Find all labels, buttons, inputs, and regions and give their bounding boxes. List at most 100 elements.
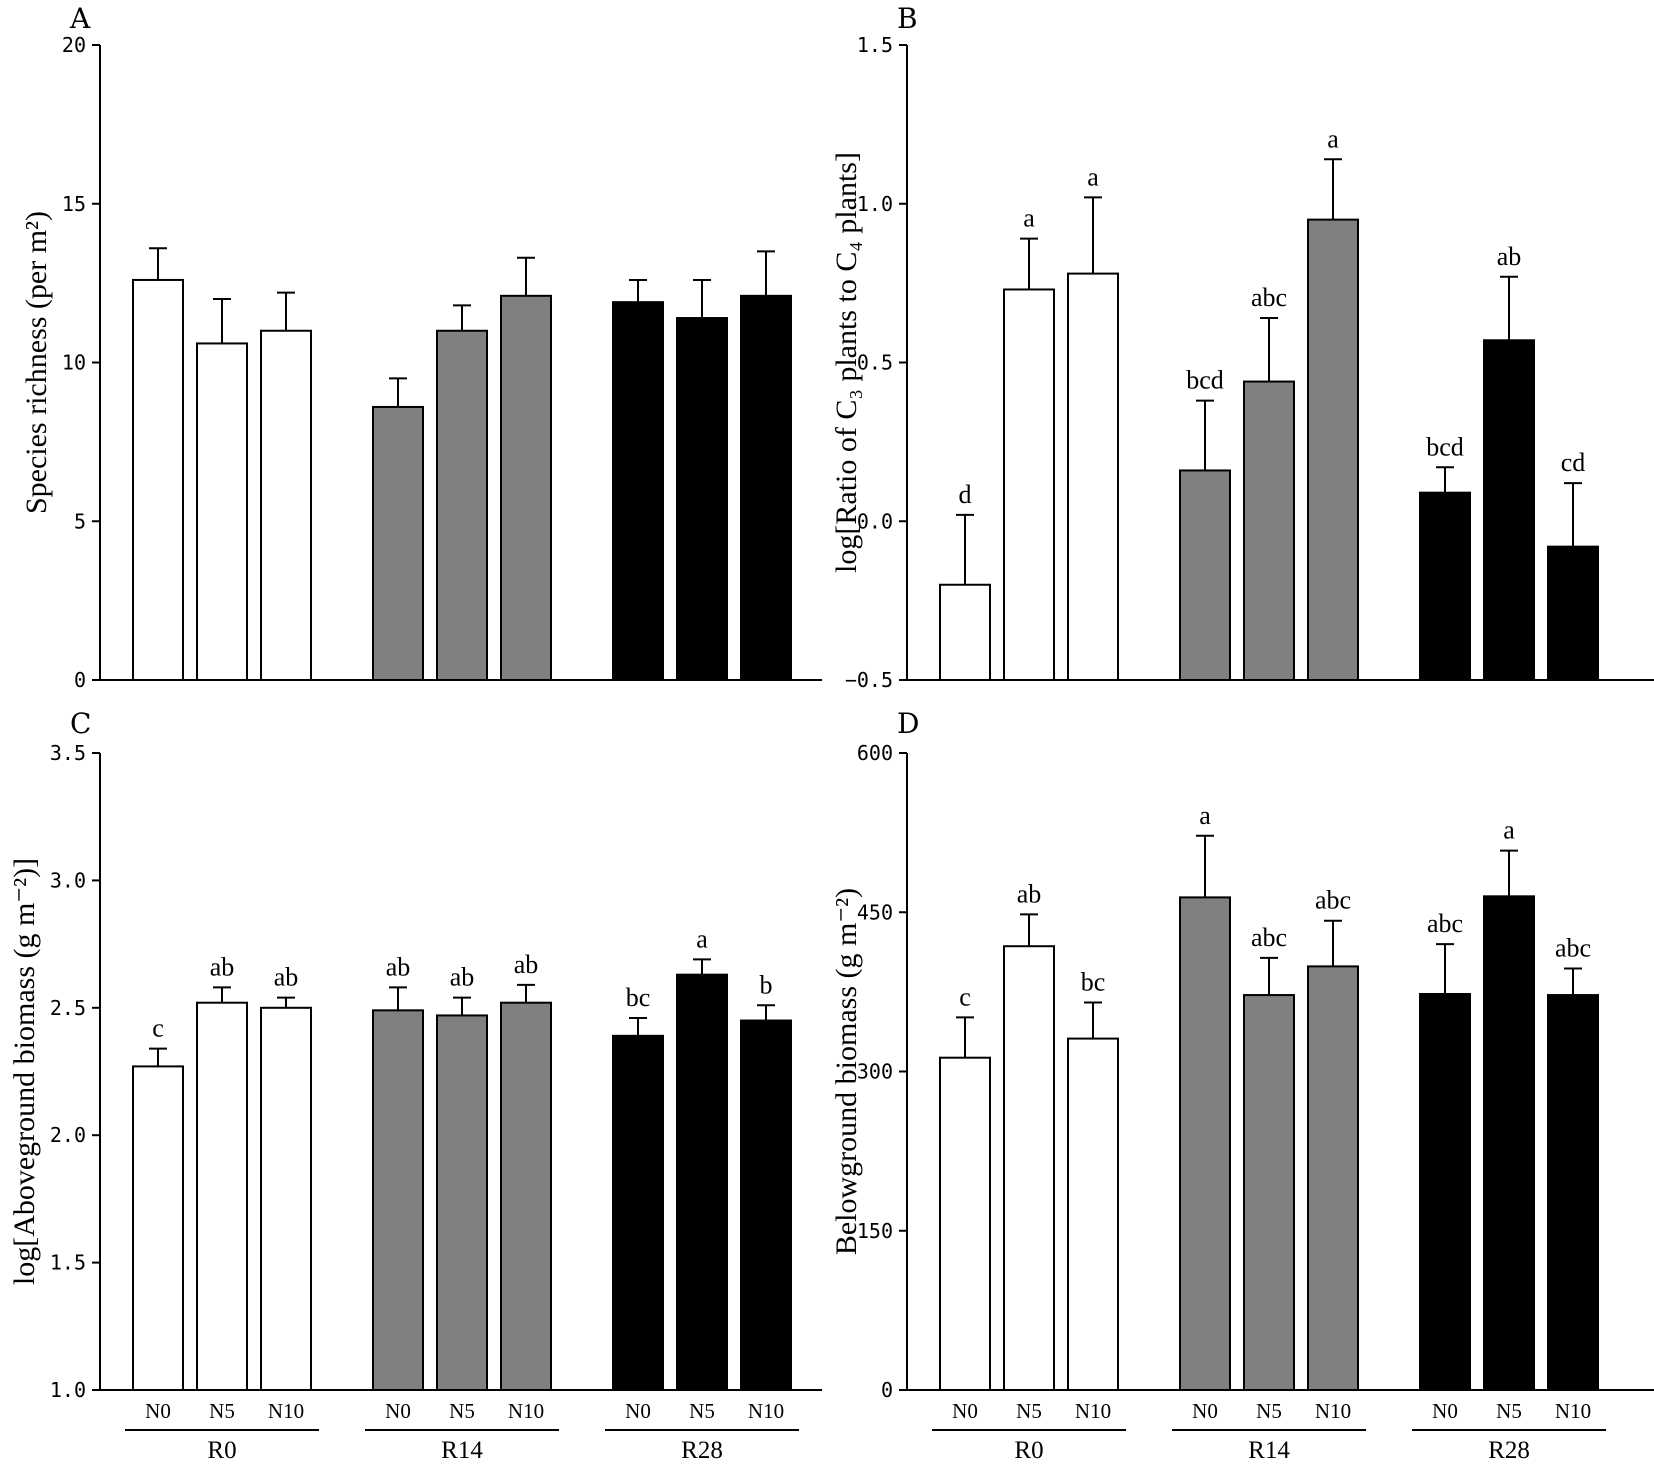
- bar-r28-n5: [676, 317, 728, 681]
- bar-r0-n0: [132, 278, 184, 681]
- x-tick-label: N10: [748, 1399, 784, 1423]
- y-tick-label: 15: [62, 192, 86, 216]
- significance-letter: a: [1087, 162, 1099, 191]
- y-tick-label: 3.5: [50, 741, 86, 765]
- bar-r28-n10: [740, 1019, 792, 1391]
- bar-r14-n0: [1179, 469, 1231, 682]
- bar-r28-n10: [740, 294, 792, 681]
- bar-r14-n0: [372, 405, 424, 681]
- significance-letter: abc: [1427, 909, 1463, 938]
- x-tick-label: N10: [1555, 1399, 1591, 1423]
- bar-r0-n0: [939, 1056, 991, 1392]
- significance-letter: abc: [1251, 283, 1287, 312]
- significance-letter: a: [696, 924, 708, 953]
- significance-letter: ab: [514, 950, 539, 979]
- significance-letter: cd: [1561, 448, 1586, 477]
- y-tick-label: 20: [62, 33, 86, 57]
- x-tick-label: N5: [689, 1399, 715, 1423]
- y-tick-label: 1.5: [857, 33, 893, 57]
- bar-r28-n5: [676, 973, 728, 1392]
- y-tick-label: 1.0: [857, 192, 893, 216]
- bar-r0-n0: [132, 1065, 184, 1392]
- bar-r14-n5: [1243, 994, 1295, 1391]
- bar-r0-n5: [1003, 945, 1055, 1391]
- panel-d: D 0 150 300 450 600 Belowground biomass (g m⁻²…: [830, 707, 1654, 1464]
- significance-letter: bcd: [1426, 432, 1464, 461]
- significance-letter: a: [1503, 816, 1515, 845]
- x-tick-label: N10: [1315, 1399, 1351, 1423]
- group-label: R14: [1248, 1437, 1290, 1464]
- y-tick-label: 300: [857, 1060, 893, 1084]
- y-tick-label: 0.5: [857, 351, 893, 375]
- bar-r28-n0: [612, 1034, 664, 1391]
- y-tick-label: 0: [881, 1378, 893, 1402]
- significance-letter: c: [959, 982, 971, 1011]
- y-axis-label: Belowground biomass (g m⁻²): [830, 888, 863, 1255]
- significance-letter: ab: [386, 952, 411, 981]
- x-tick-label: N10: [1075, 1399, 1111, 1423]
- bar-r0-n5: [196, 1001, 248, 1391]
- bar-r0-n5: [1003, 288, 1055, 681]
- x-tick-label: N10: [508, 1399, 544, 1423]
- significance-letter: ab: [210, 952, 235, 981]
- bar-r14-n5: [1243, 380, 1295, 681]
- panel-a: A 0 5 10 15 20 Species richness (per m²): [20, 2, 822, 692]
- y-tick-label: 5: [74, 509, 86, 533]
- significance-letter: ab: [274, 963, 299, 992]
- x-tick-label: N5: [1016, 1399, 1042, 1423]
- significance-letter: bc: [626, 983, 651, 1012]
- y-tick-label: 600: [857, 741, 893, 765]
- bar-r28-n0: [1419, 992, 1471, 1392]
- y-tick-label: −0.5: [845, 668, 893, 692]
- significance-letter: ab: [450, 963, 475, 992]
- panel-b: B −0.5 0.0 0.5 1.0 1.5 log[Ratio of C₃ plants …: [830, 2, 1654, 692]
- significance-letter: c: [152, 1014, 164, 1043]
- x-tick-label: N5: [1256, 1399, 1282, 1423]
- significance-letter: ab: [1497, 242, 1522, 271]
- y-tick-label: 450: [857, 900, 893, 924]
- y-tick-label: 0: [74, 668, 86, 692]
- bar-r0-n10: [260, 329, 312, 681]
- significance-letter: a: [1199, 801, 1211, 830]
- bar-r0-n0: [939, 583, 991, 681]
- group-label: R28: [1488, 1437, 1530, 1464]
- panel-letter: C: [70, 707, 91, 740]
- x-tick-label: N5: [209, 1399, 235, 1423]
- significance-letter: abc: [1251, 923, 1287, 952]
- y-tick-label: 150: [857, 1219, 893, 1243]
- bar-r28-n0: [612, 301, 664, 681]
- y-axis-label: Species richness (per m²): [20, 211, 53, 514]
- y-tick-label: 1.0: [50, 1378, 86, 1402]
- significance-letter: a: [1327, 124, 1339, 153]
- bar-r14-n0: [372, 1009, 424, 1392]
- group-label: R0: [1014, 1437, 1043, 1464]
- bar-r14-n0: [1179, 896, 1231, 1391]
- significance-letter: ab: [1017, 879, 1042, 908]
- x-tick-label: N0: [145, 1399, 171, 1423]
- y-tick-label: 10: [62, 351, 86, 375]
- y-tick-label: 0.0: [857, 509, 893, 533]
- group-label: R28: [681, 1437, 723, 1464]
- bar-r0-n5: [196, 342, 248, 681]
- bar-r0-n10: [1067, 272, 1119, 681]
- group-label: R0: [207, 1437, 236, 1464]
- bar-r14-n10: [500, 294, 552, 681]
- bar-r28-n5: [1483, 895, 1535, 1391]
- panel-letter: A: [69, 2, 91, 35]
- y-axis-label: log[Ratio of C₃ plants to C₄ plants]: [830, 152, 863, 573]
- x-tick-label: N10: [268, 1399, 304, 1423]
- group-label: R14: [441, 1437, 483, 1464]
- bar-r14-n10: [1307, 965, 1359, 1392]
- bar-r14-n10: [1307, 218, 1359, 681]
- bar-r28-n10: [1547, 545, 1599, 682]
- x-tick-label: N0: [1432, 1399, 1458, 1423]
- y-tick-label: 1.5: [50, 1251, 86, 1275]
- bar-r14-n10: [500, 1001, 552, 1391]
- bar-r14-n5: [436, 1014, 488, 1391]
- y-tick-label: 2.0: [50, 1123, 86, 1147]
- significance-letter: a: [1023, 204, 1035, 233]
- x-tick-label: N0: [952, 1399, 978, 1423]
- significance-letter: abc: [1555, 934, 1591, 963]
- x-tick-label: N0: [385, 1399, 411, 1423]
